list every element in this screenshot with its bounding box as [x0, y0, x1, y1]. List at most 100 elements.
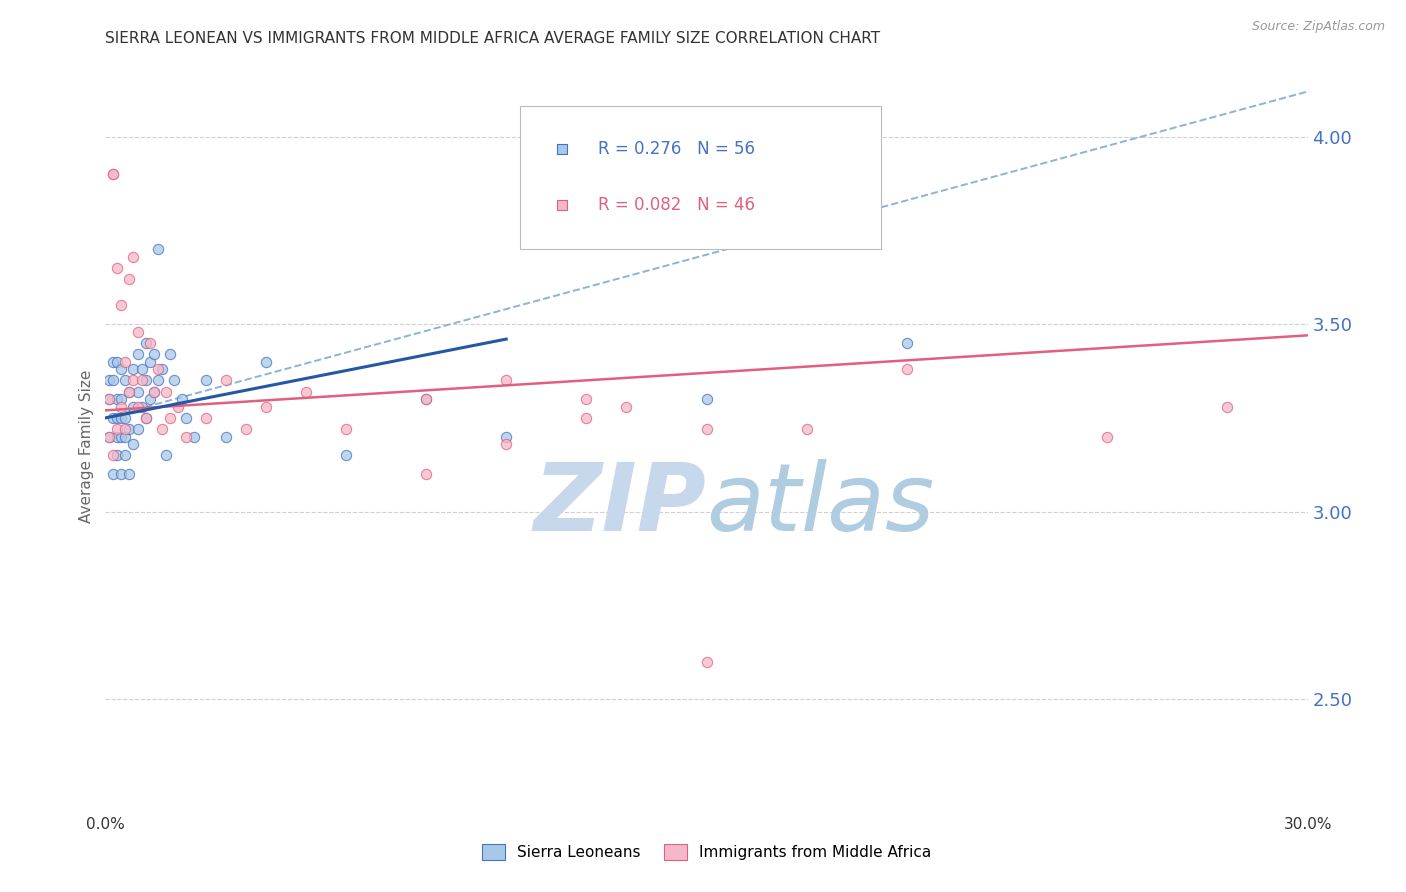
Point — [127, 400, 149, 414]
Point — [135, 373, 157, 387]
Point — [122, 373, 145, 387]
Point — [495, 373, 517, 387]
Point — [114, 373, 136, 387]
Point — [98, 392, 121, 406]
Point — [103, 167, 125, 181]
Point — [174, 429, 197, 443]
Point — [254, 400, 277, 414]
Point — [896, 362, 918, 376]
Point — [146, 242, 169, 256]
Point — [107, 422, 129, 436]
Point — [335, 449, 357, 463]
Point — [214, 429, 236, 443]
Point — [107, 354, 129, 368]
Point — [118, 384, 141, 399]
Point — [103, 167, 125, 181]
Point — [142, 384, 165, 399]
Point — [103, 373, 125, 387]
Point — [415, 392, 437, 406]
Point — [118, 384, 141, 399]
Point — [235, 422, 257, 436]
Point — [183, 429, 205, 443]
Point — [150, 422, 173, 436]
Point — [159, 347, 181, 361]
Point — [155, 449, 177, 463]
Point — [110, 400, 132, 414]
Point — [131, 400, 153, 414]
Point — [110, 392, 132, 406]
Point — [131, 362, 153, 376]
Text: ZIP: ZIP — [534, 458, 707, 550]
Point — [98, 373, 121, 387]
Point — [127, 384, 149, 399]
Point — [415, 467, 437, 482]
Point — [146, 362, 169, 376]
Point — [142, 384, 165, 399]
Point — [170, 392, 193, 406]
Point — [135, 410, 157, 425]
Point — [254, 354, 277, 368]
Point — [1097, 429, 1119, 443]
Point — [138, 354, 160, 368]
Point — [110, 467, 132, 482]
Point — [131, 373, 153, 387]
Point — [155, 384, 177, 399]
Point — [495, 437, 517, 451]
Point — [110, 298, 132, 312]
Point — [295, 384, 318, 399]
Text: SIERRA LEONEAN VS IMMIGRANTS FROM MIDDLE AFRICA AVERAGE FAMILY SIZE CORRELATION : SIERRA LEONEAN VS IMMIGRANTS FROM MIDDLE… — [105, 31, 880, 46]
Point — [138, 335, 160, 350]
Point — [575, 410, 598, 425]
Point — [114, 422, 136, 436]
Point — [103, 449, 125, 463]
Point — [796, 422, 818, 436]
Point — [110, 429, 132, 443]
Point — [114, 429, 136, 443]
Point — [138, 392, 160, 406]
Point — [107, 392, 129, 406]
Legend: Sierra Leoneans, Immigrants from Middle Africa: Sierra Leoneans, Immigrants from Middle … — [477, 838, 936, 866]
Point — [696, 655, 718, 669]
Point — [107, 429, 129, 443]
Point — [103, 410, 125, 425]
Point — [150, 362, 173, 376]
Point — [118, 467, 141, 482]
Point — [122, 437, 145, 451]
Y-axis label: Average Family Size: Average Family Size — [79, 369, 94, 523]
Point — [98, 392, 121, 406]
Point — [495, 429, 517, 443]
Point — [146, 373, 169, 387]
Point — [214, 373, 236, 387]
Point — [114, 410, 136, 425]
Point — [135, 410, 157, 425]
Text: atlas: atlas — [707, 459, 935, 550]
Point — [616, 400, 638, 414]
Point — [127, 422, 149, 436]
Point — [110, 410, 132, 425]
Point — [194, 410, 217, 425]
Point — [127, 347, 149, 361]
Point — [103, 467, 125, 482]
Point — [107, 260, 129, 275]
Point — [159, 410, 181, 425]
Point — [107, 410, 129, 425]
Point — [696, 422, 718, 436]
Point — [896, 335, 918, 350]
FancyBboxPatch shape — [520, 106, 880, 249]
Point — [114, 354, 136, 368]
Text: R = 0.276   N = 56: R = 0.276 N = 56 — [599, 140, 755, 158]
Point — [110, 362, 132, 376]
Point — [98, 429, 121, 443]
Point — [103, 354, 125, 368]
Text: Source: ZipAtlas.com: Source: ZipAtlas.com — [1251, 20, 1385, 33]
Point — [122, 250, 145, 264]
Point — [174, 410, 197, 425]
Point — [98, 429, 121, 443]
Point — [118, 422, 141, 436]
Point — [127, 325, 149, 339]
Point — [107, 449, 129, 463]
Point — [575, 392, 598, 406]
Text: R = 0.082   N = 46: R = 0.082 N = 46 — [599, 196, 755, 214]
Point — [122, 362, 145, 376]
Point — [114, 449, 136, 463]
